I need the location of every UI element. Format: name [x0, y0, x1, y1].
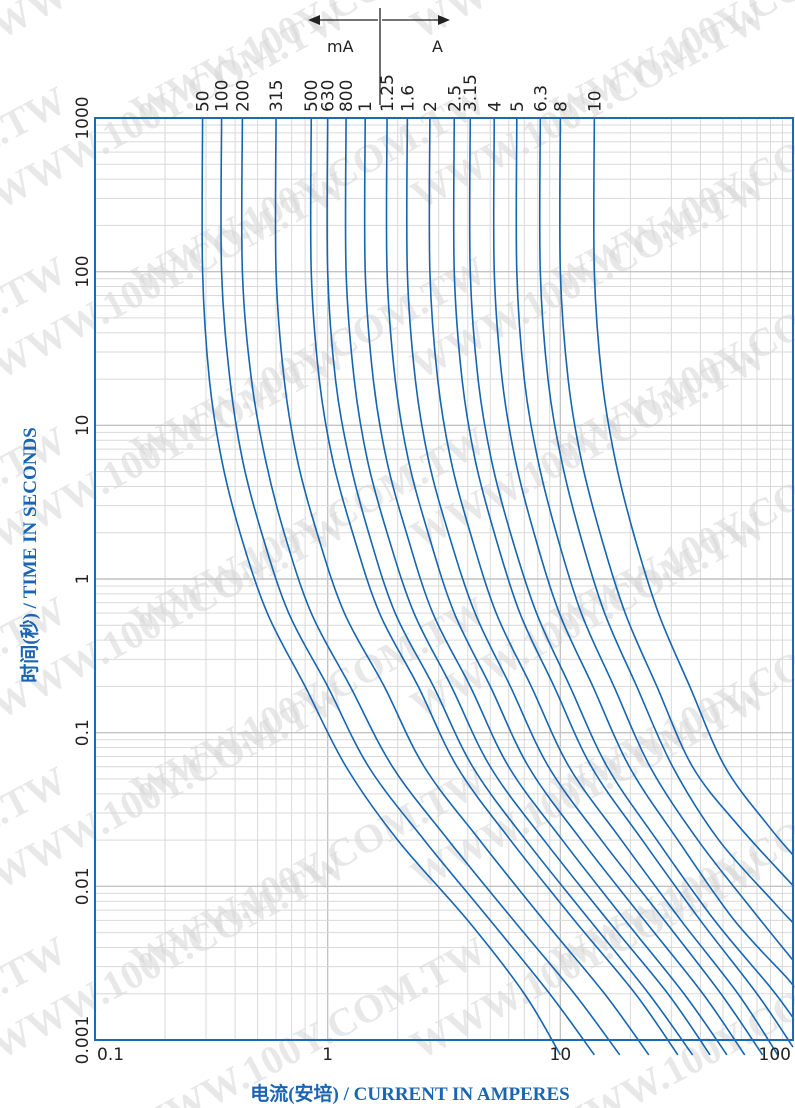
x-tick-label: 0.1: [97, 1045, 124, 1065]
unit-label-a: A: [432, 37, 443, 56]
rating-label: 6.3: [531, 85, 551, 112]
x-tick-labels: 0.1 1 10 100: [97, 1045, 791, 1065]
arrow-right-head-icon: [438, 15, 450, 25]
fuse-curve-100: [220, 117, 595, 1056]
x-axis-title: 电流(安培) / CURRENT IN AMPERES: [250, 1082, 570, 1105]
y-tick-label: 0.001: [73, 1016, 93, 1065]
fuse-curve-200: [240, 117, 621, 1056]
rating-label: 800: [337, 80, 357, 112]
rating-label: 4: [485, 101, 505, 112]
rating-label: 1.6: [398, 85, 418, 112]
rating-label: 500: [302, 80, 322, 112]
fuse-curve-50: [201, 117, 562, 1056]
fuse-curve-1: [363, 117, 728, 1056]
x-tick-label: 100: [759, 1045, 791, 1065]
fuse-curve-4: [492, 117, 795, 988]
unit-label-ma: mA: [327, 37, 354, 56]
y-tick-label: 0.1: [73, 719, 93, 746]
rating-label: 3.15: [461, 74, 481, 112]
fuse-curve-10: [592, 117, 794, 856]
fuse-curve-5: [515, 117, 794, 961]
fuse-curve-1.25: [385, 117, 746, 1056]
y-tick-label: 10: [73, 415, 93, 437]
fuse-curve-6.3: [538, 117, 794, 924]
rating-label: 200: [233, 80, 253, 112]
curve-layer: [201, 117, 795, 1056]
rating-label: 2: [421, 101, 441, 112]
fuse-curve-3.15: [468, 117, 794, 1019]
y-tick-label: 100: [73, 255, 93, 287]
fuse-curve-630: [326, 117, 694, 1056]
rating-label: 1.25: [378, 74, 398, 112]
fuse-curve-2.5: [452, 117, 794, 1048]
rating-label: 50: [194, 90, 214, 112]
fuse-curve-1.6: [405, 117, 764, 1056]
rating-label: 8: [551, 101, 571, 112]
y-tick-label: 0.01: [73, 867, 93, 905]
x-tick-label: 10: [550, 1045, 572, 1065]
unit-markers: mA A: [308, 8, 450, 105]
fuse-curve-500: [309, 117, 679, 1056]
arrow-left-head-icon: [308, 15, 320, 25]
y-tick-labels: 0.001 0.01 0.1 1 10 100 1000: [73, 96, 93, 1064]
rating-label: 315: [267, 80, 287, 112]
rating-label: 100: [213, 80, 233, 112]
plot-frame: [94, 117, 794, 1041]
rating-label: 5: [508, 101, 528, 112]
y-tick-label: 1000: [73, 96, 93, 139]
rating-label: 630: [319, 80, 339, 112]
y-axis-title: 时间(秒) / TIME IN SECONDS: [18, 427, 41, 682]
fuse-curve-2: [428, 117, 779, 1056]
y-tick-label: 1: [73, 574, 93, 585]
fuse-curve-8: [558, 117, 795, 887]
fuse-curve-800: [344, 117, 711, 1056]
rating-label: 10: [585, 90, 605, 112]
rating-label: 2.5: [445, 85, 465, 112]
rating-label: 1: [356, 101, 376, 112]
x-tick-label: 1: [322, 1045, 333, 1065]
fuse-curve-315: [274, 117, 650, 1056]
